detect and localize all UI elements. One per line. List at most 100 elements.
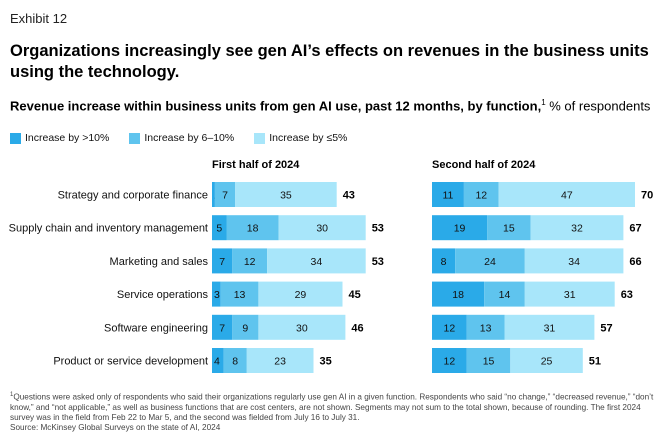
legend-swatch-gt10	[10, 132, 21, 144]
legend-swatch-le5	[254, 132, 266, 144]
bar-label-p0-r4-le5: 30	[296, 322, 308, 334]
panel-title-1: Second half of 2024	[432, 159, 536, 171]
bar-p1-r1-gt10	[432, 215, 488, 241]
total-label-p1-r5: 51	[589, 356, 601, 368]
category-label-5: Product or service development	[53, 356, 208, 368]
bar-p1-r1-le5	[530, 215, 624, 241]
bar-p0-r4-6-10	[232, 314, 259, 340]
bar-p0-r0-gt10	[212, 182, 215, 207]
total-label-p0-r5: 35	[320, 356, 332, 368]
bar-label-p0-r2-le5: 34	[311, 256, 323, 268]
stacked-bar-chart: Strategy and corporate finance Supply cha…	[9, 159, 653, 373]
bar-p0-r3-6-10	[220, 281, 259, 307]
legend: Increase by >10% Increase by 6–10% Incre…	[10, 132, 367, 144]
total-label-p0-r1: 53	[372, 223, 384, 235]
legend-swatch-6-10	[129, 132, 141, 144]
bar-label-p0-r5-6-10: 8	[232, 356, 238, 368]
footnote-text: Questions were asked only of respondents…	[10, 392, 654, 423]
bar-p0-r5-le5	[246, 348, 314, 373]
bar-label-p0-r5-le5: 23	[274, 356, 286, 368]
bar-label-p0-r5-gt10: 4	[214, 356, 220, 368]
bar-p1-r3-6-10	[484, 281, 525, 307]
bar-label-p1-r4-le5: 31	[544, 322, 556, 334]
total-label-p1-r2: 66	[629, 256, 641, 268]
bar-p0-r1-le5	[278, 215, 366, 241]
bar-label-p1-r5-gt10: 12	[444, 356, 456, 368]
bar-label-p0-r1-6-10: 18	[247, 223, 259, 235]
bar-label-p1-r0-le5: 47	[561, 190, 573, 202]
category-label-4: Software engineering	[104, 322, 208, 334]
subtitle-bold: Revenue increase within business units f…	[10, 98, 542, 114]
bar-p1-r5-6-10	[466, 348, 511, 373]
bar-label-p0-r1-gt10: 5	[216, 223, 222, 235]
bar-label-p1-r1-le5: 32	[571, 223, 583, 235]
bar-label-p0-r2-6-10: 12	[244, 256, 256, 268]
legend-item-6-10: Increase by 6–10%	[129, 132, 234, 144]
bar-p0-r1-gt10	[212, 215, 227, 241]
bar-label-p1-r4-gt10: 12	[444, 322, 456, 334]
bar-label-p1-r1-gt10: 19	[454, 223, 466, 235]
bar-p0-r3-le5	[258, 281, 343, 307]
source-text: Source: McKinsey Global Surveys on the s…	[10, 423, 221, 433]
total-label-p1-r3: 63	[621, 289, 633, 301]
bar-label-p1-r0-gt10: 11	[442, 190, 453, 202]
subtitle-unit: % of respondents	[545, 98, 651, 114]
subtitle-footnote-mark: 1	[541, 98, 546, 107]
total-label-p1-r0: 70	[641, 190, 653, 202]
bar-label-p1-r3-gt10: 18	[452, 289, 464, 301]
legend-label-le5: Increase by ≤5%	[269, 132, 348, 144]
bar-label-p1-r1-6-10: 15	[503, 223, 515, 235]
bar-p0-r5-gt10	[212, 348, 224, 373]
bar-p1-r3-gt10	[432, 281, 485, 307]
bar-p0-r4-gt10	[212, 314, 233, 340]
bar-label-p1-r2-le5: 34	[568, 256, 580, 268]
chart-title: Organizations increasingly see gen AI’s …	[10, 42, 649, 81]
legend-item-gt10: Increase by >10%	[10, 132, 109, 144]
total-label-p0-r2: 53	[372, 256, 384, 268]
total-label-p0-r3: 45	[349, 289, 361, 301]
bar-label-p1-r5-le5: 25	[541, 356, 553, 368]
footnote-mark: 1	[10, 392, 14, 398]
category-label-2: Marketing and sales	[110, 256, 209, 268]
total-label-p1-r4: 57	[600, 322, 612, 334]
bar-label-p0-r3-6-10: 13	[234, 289, 246, 301]
bar-label-p1-r5-6-10: 15	[483, 356, 495, 368]
bar-label-p0-r4-6-10: 9	[242, 322, 248, 334]
bar-label-p0-r0-6-10: 7	[222, 190, 228, 202]
total-label-p0-r4: 46	[351, 322, 363, 334]
bar-label-p1-r2-gt10: 8	[441, 256, 447, 268]
bar-p1-r4-6-10	[466, 314, 505, 340]
bar-p1-r2-le5	[524, 248, 624, 274]
bar-label-p1-r0-6-10: 12	[475, 190, 487, 202]
bar-label-p1-r4-6-10: 13	[480, 322, 492, 334]
category-label-1: Supply chain and inventory management	[9, 223, 208, 235]
bar-p1-r0-le5	[498, 182, 635, 207]
bar-p1-r0-gt10	[432, 182, 464, 207]
bar-label-p1-r2-6-10: 24	[484, 256, 496, 268]
total-label-p0-r0: 43	[343, 190, 355, 202]
category-label-0: Strategy and corporate finance	[58, 190, 208, 202]
bar-p1-r5-gt10	[432, 348, 467, 373]
footnote: 1Questions were asked only of respondent…	[10, 390, 655, 434]
bar-label-p1-r3-6-10: 14	[499, 289, 511, 301]
legend-label-gt10: Increase by >10%	[25, 132, 110, 144]
exhibit-label: Exhibit 12	[10, 11, 68, 26]
total-label-p1-r1: 67	[629, 223, 641, 235]
bar-p0-r2-le5	[267, 248, 366, 274]
chart-subtitle: Revenue increase within business units f…	[10, 98, 650, 113]
bar-p1-r3-le5	[524, 281, 615, 307]
legend-label-6-10: Increase by 6–10%	[144, 132, 235, 144]
bar-label-p0-r2-gt10: 7	[219, 256, 225, 268]
bar-label-p1-r3-le5: 31	[564, 289, 576, 301]
panel-title-0: First half of 2024	[212, 159, 300, 171]
bar-label-p0-r1-le5: 30	[316, 223, 328, 235]
bar-p1-r4-gt10	[432, 314, 467, 340]
bar-label-p0-r0-le5: 35	[280, 190, 292, 202]
category-label-3: Service operations	[117, 289, 209, 301]
legend-item-le5: Increase by ≤5%	[254, 132, 347, 144]
bar-p1-r5-le5	[510, 348, 583, 373]
bar-p0-r3-gt10	[212, 281, 221, 307]
bar-label-p0-r3-le5: 29	[295, 289, 307, 301]
bar-p0-r0-6-10	[214, 182, 236, 207]
bar-p1-r1-6-10	[487, 215, 531, 241]
